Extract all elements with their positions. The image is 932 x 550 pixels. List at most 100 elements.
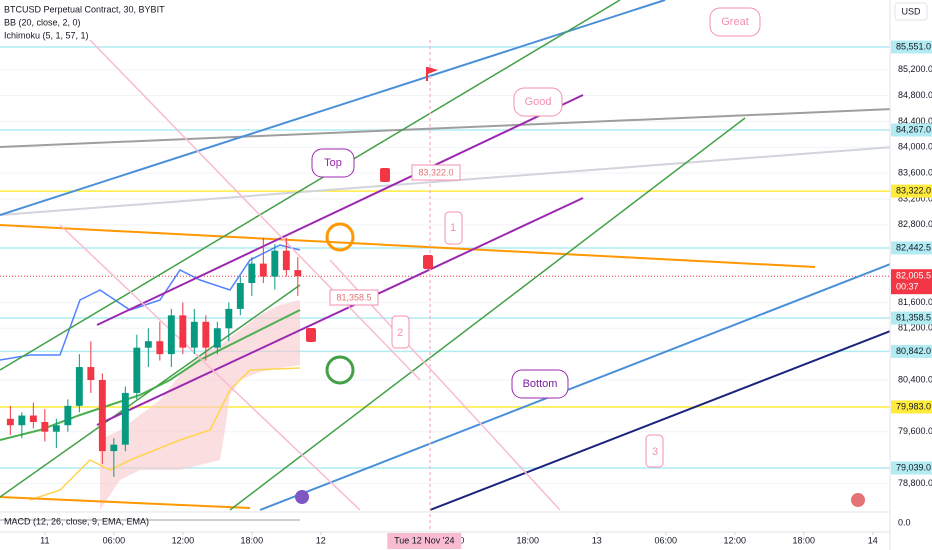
macd-tick-label: 0.0	[898, 517, 911, 527]
annotation: 3	[652, 446, 658, 458]
x-tick-label: 18:00	[792, 535, 815, 545]
price-tag-label: 81,358.5	[896, 312, 931, 322]
price-tag	[891, 123, 932, 137]
trend-line	[0, 0, 666, 216]
y-tick-label: 83,200.0	[898, 193, 932, 203]
candle-body	[248, 263, 256, 284]
price-tag	[891, 40, 932, 54]
annotation: 1	[450, 222, 456, 234]
trend-line	[0, 0, 621, 371]
bubble	[513, 87, 563, 117]
candle-body	[179, 315, 187, 348]
chart-title: BTCUSD Perpetual Contract, 30, BYBIT	[4, 4, 165, 14]
price-tag-label: 84,267.0	[896, 124, 931, 134]
smiley-icon	[325, 222, 355, 252]
indicator-label: BB (20, close, 2, 0)	[4, 17, 81, 27]
flag-icon	[428, 67, 438, 74]
crosshair-label-bg	[387, 533, 462, 549]
trend-line	[89, 39, 421, 381]
candle-body	[41, 422, 49, 432]
bubble	[391, 315, 410, 349]
candle-body	[6, 418, 14, 426]
candle-body	[133, 347, 141, 393]
price-tag	[891, 184, 932, 198]
bubble	[444, 211, 463, 245]
x-tick-label: 12	[316, 535, 326, 545]
indicator-label: MACD (12, 26, close, 9, EMA, EMA)	[4, 516, 149, 526]
candle-body	[282, 250, 290, 271]
price-tag-label: 79,039.0	[896, 462, 931, 472]
price-tag	[891, 461, 932, 475]
x-tick-label: 18:00	[241, 535, 264, 545]
candle-body	[121, 392, 129, 445]
trend-line	[96, 94, 584, 326]
candle-body	[87, 367, 95, 380]
trend-line	[0, 224, 816, 268]
candle-body	[18, 415, 26, 426]
event-icon	[851, 493, 865, 507]
candle-body	[213, 328, 221, 348]
bubble	[511, 369, 569, 399]
candle-body	[98, 379, 106, 452]
bubble	[311, 148, 355, 178]
x-tick-label: 13	[592, 535, 602, 545]
y-tick-label: 84,400.0	[898, 116, 932, 126]
price-tag	[891, 241, 932, 255]
candle-body	[29, 415, 37, 423]
candle-body	[52, 425, 60, 432]
y-tick-label: 82,800.0	[898, 219, 932, 229]
last-price-label: 82,005.5	[896, 271, 931, 281]
candle-body	[202, 321, 210, 348]
bubble	[645, 434, 664, 468]
trend-line	[0, 146, 894, 216]
x-tick-label: 06:00	[103, 535, 126, 545]
trend-line	[96, 197, 584, 426]
flag-icon	[426, 67, 428, 81]
bubble	[329, 289, 379, 306]
indicator-label: Ichimoku (5, 1, 57, 1)	[4, 30, 89, 40]
y-tick-label: 78,800.0	[898, 478, 932, 488]
candle-body	[75, 367, 83, 406]
hand-icon	[423, 255, 433, 269]
price-tag-label: 79,983.0	[896, 401, 931, 411]
price-tag	[891, 400, 932, 414]
currency[interactable]: USD	[901, 6, 921, 16]
x-tick-label: 14	[868, 535, 878, 545]
y-tick-label: 85,200.0	[898, 64, 932, 74]
y-tick-label: 79,600.0	[898, 426, 932, 436]
trend-line	[229, 117, 746, 511]
candle-body	[259, 263, 267, 277]
countdown: 00:37	[896, 282, 919, 292]
candle-body	[225, 308, 233, 329]
crosshair-label: Tue 12 Nov '24	[394, 535, 454, 545]
hand-icon	[306, 328, 316, 342]
annotation: Great	[721, 16, 749, 28]
x-tick-label: 06:00	[655, 535, 678, 545]
currency-button[interactable]	[894, 2, 928, 21]
candle-body	[64, 405, 72, 426]
candle-body	[144, 341, 152, 348]
y-tick-label: 81,600.0	[898, 297, 932, 307]
bubble	[411, 164, 461, 181]
y-tick-label: 83,600.0	[898, 167, 932, 177]
y-tick-label: 81,200.0	[898, 323, 932, 333]
drawings	[0, 0, 894, 532]
annotation: 81,358.5	[336, 292, 371, 302]
price-tag-label: 83,322.0	[896, 185, 931, 195]
candle-body	[156, 341, 164, 355]
x-tick-label: 11	[40, 535, 49, 545]
candle-body	[110, 444, 118, 452]
candle-body	[271, 250, 279, 277]
bubble	[709, 7, 761, 37]
x-tick-label: 18:00	[517, 535, 540, 545]
trend-line	[0, 496, 251, 509]
price-tag	[891, 311, 932, 325]
x-tick-label: 12:00	[724, 535, 747, 545]
price-tag-label: 82,442.5	[896, 242, 931, 252]
trend-line	[429, 329, 894, 511]
candle-body	[167, 315, 175, 355]
candle-body	[190, 321, 198, 348]
candle-body	[236, 283, 244, 309]
annotation: Bottom	[523, 378, 558, 390]
price-tag-label: 85,551.0	[896, 41, 931, 51]
